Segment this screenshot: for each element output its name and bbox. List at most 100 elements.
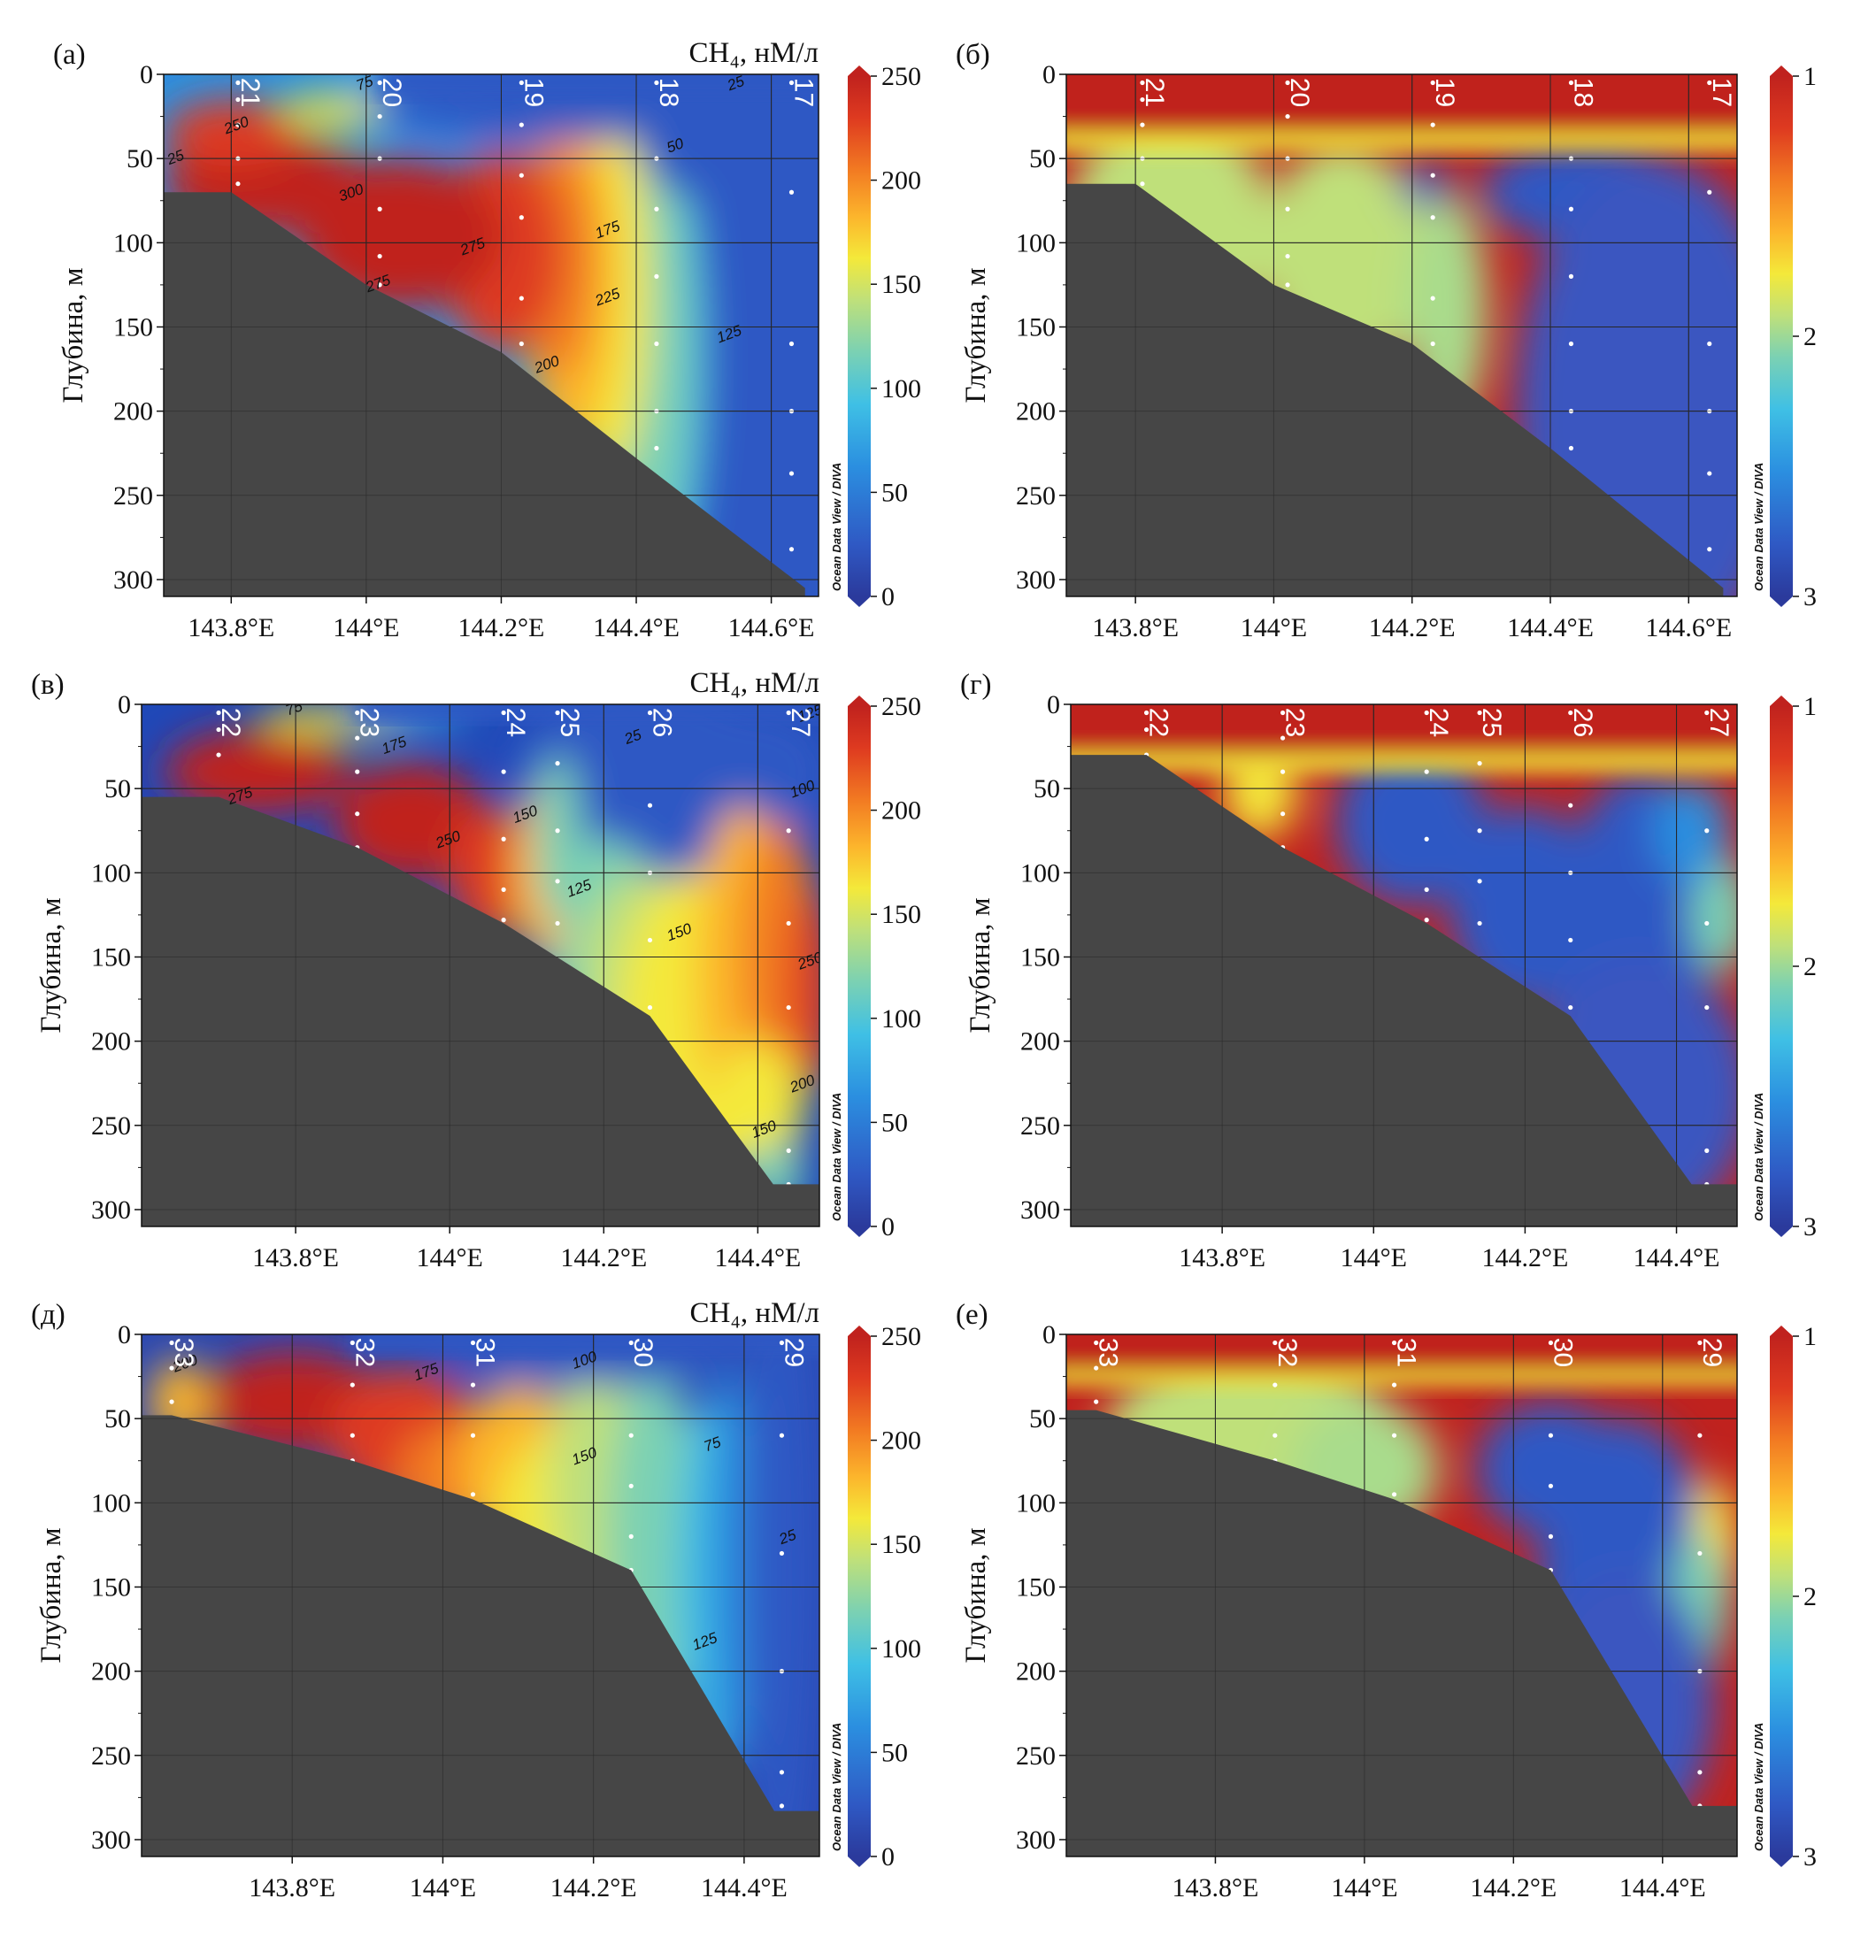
sample-point (470, 1492, 476, 1497)
sample-point (1280, 735, 1286, 741)
station-label: 27 (1704, 708, 1734, 737)
panel-label: (в) (31, 669, 65, 701)
sample-point (1707, 189, 1712, 195)
sample-point (628, 1533, 634, 1539)
sample-point (555, 761, 560, 766)
sample-point (786, 1148, 791, 1153)
sample-point (169, 1365, 174, 1371)
y-tick-label: 100 (91, 1488, 131, 1518)
sample-point (1094, 1365, 1099, 1371)
x-tick-label: 144.4°E (1634, 1243, 1720, 1272)
sample-point (1477, 879, 1482, 884)
sample-point (169, 1340, 174, 1346)
field-blob (1691, 856, 1737, 974)
surface-layer (357, 704, 819, 722)
station-label: 29 (1697, 1338, 1726, 1367)
sample-point (235, 80, 241, 86)
y-tick-label: 300 (91, 1825, 131, 1855)
sample-point (1697, 1770, 1703, 1775)
sample-point (654, 445, 659, 451)
y-tick-label: 250 (91, 1741, 131, 1771)
sample-point (355, 811, 360, 817)
sample-point (1094, 1340, 1099, 1346)
surface-red (1066, 74, 1737, 134)
x-tick-label: 143.8°E (1179, 1243, 1265, 1272)
sample-point (1697, 1340, 1703, 1346)
panel-label: (е) (956, 1299, 988, 1331)
sample-point (1477, 828, 1482, 834)
x-tick-label: 143.8°E (188, 613, 274, 642)
station-label: 32 (350, 1338, 379, 1367)
colorbar-ramp (1770, 76, 1793, 596)
colorbar-top-arrow (1770, 1326, 1793, 1336)
station-label: 32 (1272, 1338, 1302, 1367)
x-tick-label: 144.6°E (1645, 613, 1732, 642)
colorbar: 0 50 100 150 200 250 Ocean Data View / DIVA (830, 62, 921, 611)
panel-label: (г) (960, 669, 992, 701)
sample-point (788, 547, 795, 552)
odv-watermark: Ocean Data View / DIVA (830, 463, 843, 591)
plot-frame (1065, 1334, 1738, 1857)
plot-frame (1065, 73, 1738, 597)
sample-point (788, 471, 795, 476)
colorbar-tick-label: 150 (881, 1530, 921, 1559)
sample-point (1568, 1004, 1573, 1011)
station-label: 30 (1548, 1338, 1577, 1367)
surface-blue (352, 1334, 819, 1355)
sample-point (1140, 80, 1145, 86)
sample-point (628, 1483, 634, 1488)
sample-point (1568, 937, 1573, 943)
x-tick-label: 144°E (1341, 1243, 1407, 1272)
colorbar-ramp (848, 76, 871, 596)
odv-watermark: Ocean Data View / DIVA (1752, 1723, 1765, 1851)
sample-point (1391, 1382, 1397, 1387)
y-tick-label: 50 (104, 1404, 131, 1433)
colorbar-tick-label: 100 (881, 1004, 921, 1034)
station-label: 19 (1430, 78, 1459, 107)
sample-point (1280, 769, 1286, 774)
colorbar-bottom-arrow (848, 596, 871, 607)
y-tick-label: 0 (118, 1320, 131, 1349)
colorbar-tick-label: 2 (1803, 1582, 1817, 1611)
sample-point (1430, 122, 1435, 127)
colorbar-tick-label: 0 (881, 1212, 895, 1241)
surface-blue (380, 74, 819, 98)
sample-point (1568, 80, 1574, 86)
sample-point (1430, 80, 1435, 86)
colorbar-top-arrow (1770, 65, 1793, 76)
x-tick-label: 144.2°E (458, 613, 545, 642)
sample-point (1697, 1433, 1703, 1438)
y-tick-label: 100 (1020, 858, 1060, 888)
station-label: 33 (169, 1338, 198, 1367)
station-label: 20 (1285, 78, 1314, 107)
sample-point (377, 113, 382, 119)
station-label: 25 (1477, 708, 1506, 737)
sample-point (355, 769, 360, 774)
colorbar-ramp (848, 706, 871, 1226)
station-label: 31 (1392, 1338, 1421, 1367)
sample-point (788, 80, 795, 86)
sample-point (628, 1340, 634, 1346)
sample-point (470, 1433, 476, 1438)
sample-point (1568, 710, 1573, 716)
sample-point (647, 710, 653, 716)
station-label: 23 (1280, 708, 1310, 737)
sample-point (1704, 710, 1710, 716)
sample-point (786, 1004, 791, 1011)
y-tick-label: 200 (1016, 1657, 1056, 1687)
station-label: 19 (519, 78, 548, 107)
sample-point (1285, 206, 1290, 211)
surface-red (1071, 704, 1737, 756)
field-blob (1653, 780, 1730, 881)
sample-point (519, 122, 524, 127)
y-tick-label: 150 (1016, 312, 1056, 342)
colorbar-tick-label: 2 (1803, 952, 1817, 981)
sample-point (1430, 296, 1435, 301)
sample-point (216, 752, 221, 757)
colorbar-tick-label: 200 (881, 166, 921, 196)
sample-point (555, 879, 560, 884)
y-tick-label: 0 (1042, 1320, 1056, 1349)
colorbar-tick-label: 50 (881, 1108, 908, 1137)
colorbar-tick-label: 200 (881, 796, 921, 826)
colorbar-tick-label: 200 (881, 1426, 921, 1456)
